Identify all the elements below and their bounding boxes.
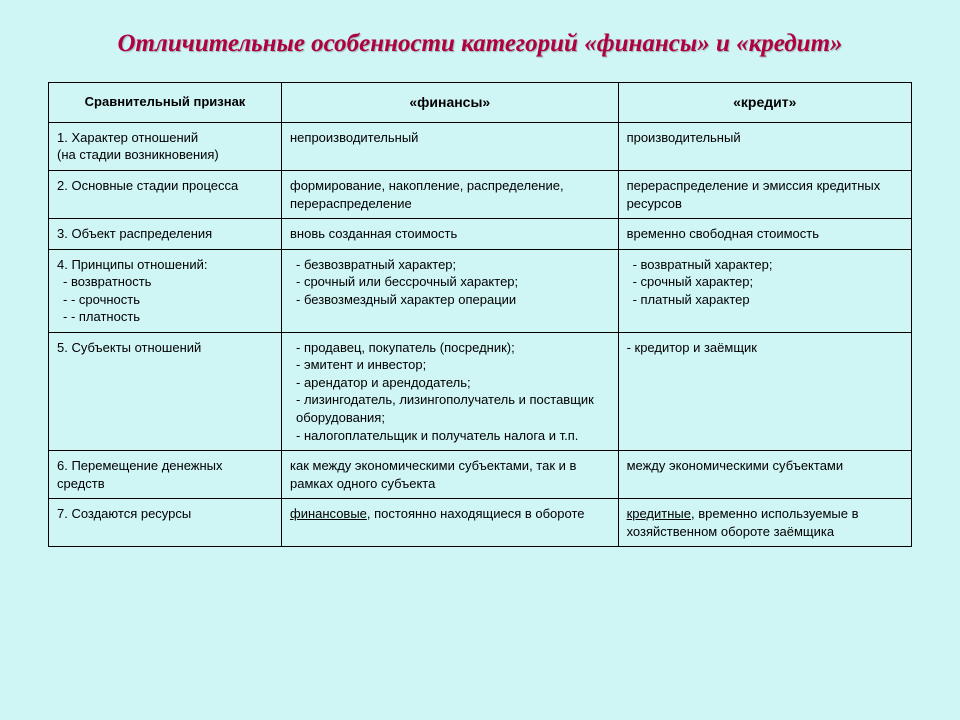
cell-feature: 5. Субъекты отношений <box>49 332 282 450</box>
cell-finance: непроизводительный <box>282 122 619 170</box>
list-item: безвозмездный характер операции <box>296 291 610 309</box>
cell-finance: как между экономическими субъектами, так… <box>282 451 619 499</box>
header-col1: Сравнительный признак <box>49 83 282 123</box>
page-title: Отличительные особенности категорий «фин… <box>48 30 912 58</box>
cell-finance: продавец, покупатель (посредник); эмитен… <box>282 332 619 450</box>
list-item: арендатор и арендодатель; <box>296 374 610 392</box>
list-item: платный характер <box>633 291 903 309</box>
list-item: лизингодатель, лизингополучатель и поста… <box>296 391 610 426</box>
table-row: 2. Основные стадии процесса формирование… <box>49 170 912 218</box>
list-item: эмитент и инвестор; <box>296 356 610 374</box>
finance-list: продавец, покупатель (посредник); эмитен… <box>290 339 610 444</box>
cell-feature: 1. Характер отношений (на стадии возникн… <box>49 122 282 170</box>
cell-credit: возвратный характер; срочный характер; п… <box>618 249 911 332</box>
list-item: возвратный характер; <box>633 256 903 274</box>
finance-list: безвозвратный характер; срочный или бесс… <box>290 256 610 309</box>
text: , постоянно находящиеся в обороте <box>367 506 585 521</box>
cell-feature: 6. Перемещение денежных средств <box>49 451 282 499</box>
table-header-row: Сравнительный признак «финансы» «кредит» <box>49 83 912 123</box>
cell-finance: формирование, накопление, распределение,… <box>282 170 619 218</box>
cell-feature: 2. Основные стадии процесса <box>49 170 282 218</box>
cell-credit: между экономическими субъектами <box>618 451 911 499</box>
cell-finance: вновь созданная стоимость <box>282 219 619 250</box>
table-row: 3. Объект распределения вновь созданная … <box>49 219 912 250</box>
underlined-text: кредитные <box>627 506 691 521</box>
cell-feature: 4. Принципы отношений: возвратность - ср… <box>49 249 282 332</box>
list-item: безвозвратный характер; <box>296 256 610 274</box>
table-row: 1. Характер отношений (на стадии возникн… <box>49 122 912 170</box>
cell-credit: перераспределение и эмиссия кредитных ре… <box>618 170 911 218</box>
list-item: продавец, покупатель (посредник); <box>296 339 610 357</box>
table-row: 6. Перемещение денежных средств как межд… <box>49 451 912 499</box>
cell-feature: 3. Объект распределения <box>49 219 282 250</box>
list-item: - платность <box>63 308 273 326</box>
list-item: - срочность <box>63 291 273 309</box>
list-item: срочный или бессрочный характер; <box>296 273 610 291</box>
list-item: налогоплательщик и получатель налога и т… <box>296 427 610 445</box>
header-col3: «кредит» <box>618 83 911 123</box>
list-item: возвратность <box>63 273 273 291</box>
table-row: 5. Субъекты отношений продавец, покупате… <box>49 332 912 450</box>
underlined-text: финансовые <box>290 506 367 521</box>
cell-credit: кредитные, временно используемые в хозяй… <box>618 499 911 547</box>
text: 1. Характер отношений <box>57 130 198 145</box>
cell-credit: временно свободная стоимость <box>618 219 911 250</box>
cell-credit: производительный <box>618 122 911 170</box>
feature-list: возвратность - срочность - платность <box>57 273 273 326</box>
table-row: 4. Принципы отношений: возвратность - ср… <box>49 249 912 332</box>
cell-finance: финансовые, постоянно находящиеся в обор… <box>282 499 619 547</box>
cell-credit: - кредитор и заёмщик <box>618 332 911 450</box>
text: 4. Принципы отношений: <box>57 257 207 272</box>
comparison-table: Сравнительный признак «финансы» «кредит»… <box>48 82 912 547</box>
list-item: срочный характер; <box>633 273 903 291</box>
credit-list: возвратный характер; срочный характер; п… <box>627 256 903 309</box>
table-row: 7. Создаются ресурсы финансовые, постоян… <box>49 499 912 547</box>
cell-feature: 7. Создаются ресурсы <box>49 499 282 547</box>
text: (на стадии возникновения) <box>57 147 219 162</box>
header-col2: «финансы» <box>282 83 619 123</box>
cell-finance: безвозвратный характер; срочный или бесс… <box>282 249 619 332</box>
